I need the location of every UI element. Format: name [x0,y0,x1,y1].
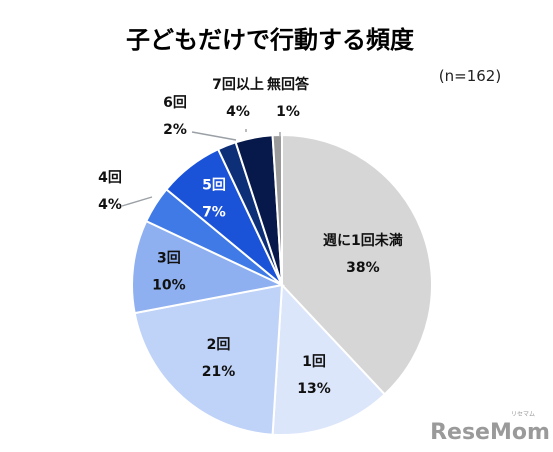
slice-percent-5: 4% [98,197,122,213]
watermark-text: ReseMom [430,420,550,445]
slice-label-3: 2回 [207,337,231,353]
pie-slices [131,133,433,436]
slice-label-4: 3回 [157,251,181,267]
watermark-logo: ReseMom リセマム [430,411,550,445]
slice-label-2: 1回 [302,354,326,370]
slice-1 [281,133,433,396]
slice-9 [271,133,283,286]
slice-percent-4: 10% [152,278,186,294]
slice-percent-2: 13% [297,381,331,397]
slice-percent-8: 4% [226,104,250,120]
sample-size-note: (n=162) [439,67,501,85]
pie-leader-lines [121,129,281,207]
slice-label-9: 無回答 [267,76,310,93]
slice-label-7: 6回 [163,95,187,111]
watermark-small-text: リセマム [511,411,535,418]
slice-2 [271,282,387,436]
leader-line-7 [191,131,237,141]
slice-percent-3: 21% [202,364,236,380]
slice-percent-1: 38% [346,260,380,276]
slice-percent-9: 1% [276,104,300,120]
slice-3 [133,283,284,436]
leader-line-5 [121,196,153,207]
slice-label-8: 7回以上 [212,77,264,93]
slice-4 [131,219,286,315]
pie-labels: 週に1回未満 38% 1回 13% 2回 21% 3回 10% 4回 4% 5回 7% 6回 2% 7回以上… [98,76,403,397]
slice-label-5: 4回 [98,170,122,186]
slice-label-1: 週に1回未満 [323,232,403,249]
chart-title: 子どもだけで行動する頻度 [126,26,415,54]
slice-label-6: 5回 [202,177,226,193]
slice-percent-6: 7% [202,204,226,220]
slice-percent-7: 2% [163,122,187,138]
